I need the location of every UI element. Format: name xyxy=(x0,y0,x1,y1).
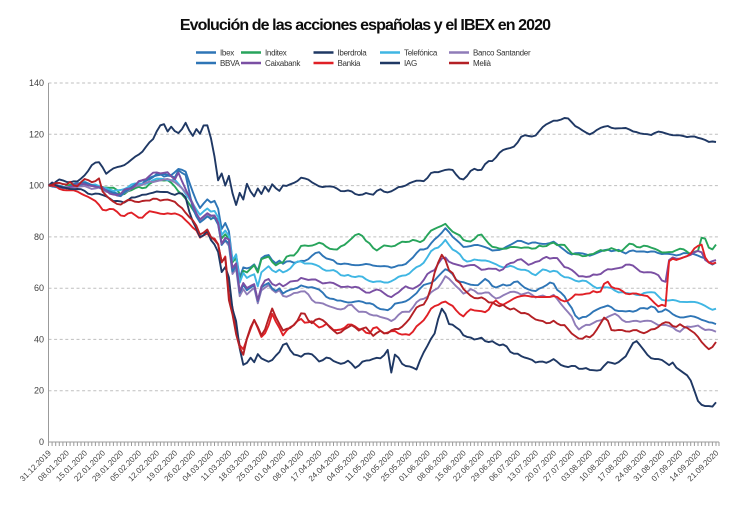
svg-text:Melià: Melià xyxy=(473,59,491,68)
svg-text:140: 140 xyxy=(29,78,44,88)
svg-text:20: 20 xyxy=(34,386,44,396)
svg-text:80: 80 xyxy=(34,232,44,242)
svg-text:Ibex: Ibex xyxy=(220,49,234,58)
svg-text:100: 100 xyxy=(29,181,44,191)
svg-text:Banco Santander: Banco Santander xyxy=(473,49,531,58)
svg-text:Iberdrola: Iberdrola xyxy=(338,49,368,58)
svg-text:40: 40 xyxy=(34,334,44,344)
svg-text:Bankia: Bankia xyxy=(338,59,362,68)
svg-text:IAG: IAG xyxy=(404,59,417,68)
svg-text:Telefónica: Telefónica xyxy=(404,49,438,58)
svg-text:BBVA: BBVA xyxy=(220,59,241,68)
svg-text:Inditex: Inditex xyxy=(265,49,287,58)
svg-text:0: 0 xyxy=(39,437,44,447)
svg-text:120: 120 xyxy=(29,129,44,139)
svg-text:60: 60 xyxy=(34,283,44,293)
svg-text:Evolución de las acciones espa: Evolución de las acciones españolas y el… xyxy=(180,17,551,34)
svg-text:Caixabank: Caixabank xyxy=(265,59,301,68)
